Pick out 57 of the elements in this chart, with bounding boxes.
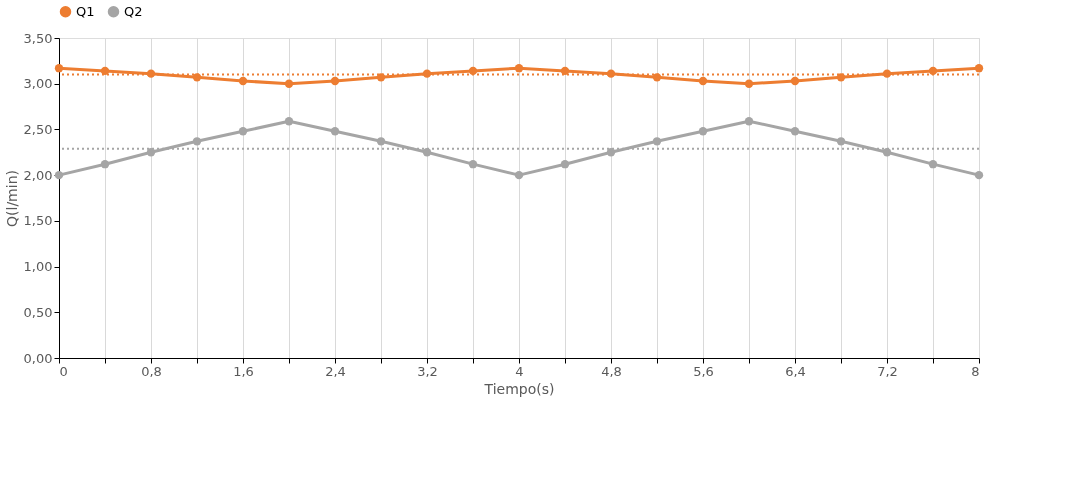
point bbox=[468, 66, 478, 76]
x-tick-label: 4 bbox=[515, 363, 524, 379]
point bbox=[652, 137, 662, 146]
x-tick-label: 0 bbox=[59, 363, 68, 379]
point bbox=[790, 76, 800, 86]
point bbox=[744, 117, 754, 126]
point bbox=[54, 170, 64, 180]
legend-label: Q2 bbox=[124, 3, 143, 19]
point bbox=[560, 66, 570, 76]
point bbox=[790, 127, 800, 136]
point bbox=[882, 148, 892, 157]
y-tick-label: 0,00 bbox=[23, 350, 53, 366]
point bbox=[928, 160, 938, 169]
point bbox=[560, 160, 570, 169]
point bbox=[330, 127, 340, 136]
legend-label: Q1 bbox=[76, 3, 95, 19]
point bbox=[744, 79, 754, 88]
point bbox=[698, 127, 708, 136]
y-tick-label: 3,50 bbox=[23, 30, 53, 46]
point bbox=[100, 160, 110, 169]
point bbox=[330, 76, 340, 86]
y-axis-title: Q(l/min) bbox=[3, 170, 20, 227]
point bbox=[514, 170, 524, 180]
point bbox=[698, 76, 708, 86]
x-tick-label: 8 bbox=[971, 363, 980, 379]
point bbox=[974, 64, 984, 73]
point bbox=[238, 76, 248, 86]
x-tick-label: 2,4 bbox=[325, 363, 346, 379]
y-tick-label: 0,50 bbox=[23, 304, 53, 320]
y-tick-label: 1,00 bbox=[23, 259, 53, 275]
x-tick-label: 3,2 bbox=[417, 363, 438, 379]
point bbox=[376, 137, 386, 146]
y-tick-label: 3,00 bbox=[23, 76, 53, 92]
x-tick-label: 6,4 bbox=[785, 363, 806, 379]
point bbox=[928, 66, 938, 76]
point bbox=[146, 148, 156, 157]
y-tick-label: 2,50 bbox=[23, 121, 53, 137]
x-tick-label: 0,8 bbox=[141, 363, 162, 379]
point bbox=[54, 64, 64, 73]
point bbox=[514, 64, 524, 73]
x-axis-title: Tiempo(s) bbox=[483, 380, 555, 397]
x-tick-label: 1,6 bbox=[233, 363, 254, 379]
x-tick-label: 4,8 bbox=[601, 363, 622, 379]
point bbox=[468, 160, 478, 169]
point bbox=[238, 127, 248, 136]
y-tick-label: 2,00 bbox=[23, 167, 53, 183]
point bbox=[284, 79, 294, 88]
x-tick-label: 5,6 bbox=[693, 363, 714, 379]
y-tick-label: 1,50 bbox=[23, 213, 53, 229]
point bbox=[100, 66, 110, 76]
point bbox=[422, 148, 432, 157]
point bbox=[192, 137, 202, 146]
point bbox=[606, 148, 616, 157]
point bbox=[284, 117, 294, 126]
point bbox=[836, 137, 846, 146]
point bbox=[974, 170, 984, 180]
x-tick-label: 7,2 bbox=[877, 363, 898, 379]
